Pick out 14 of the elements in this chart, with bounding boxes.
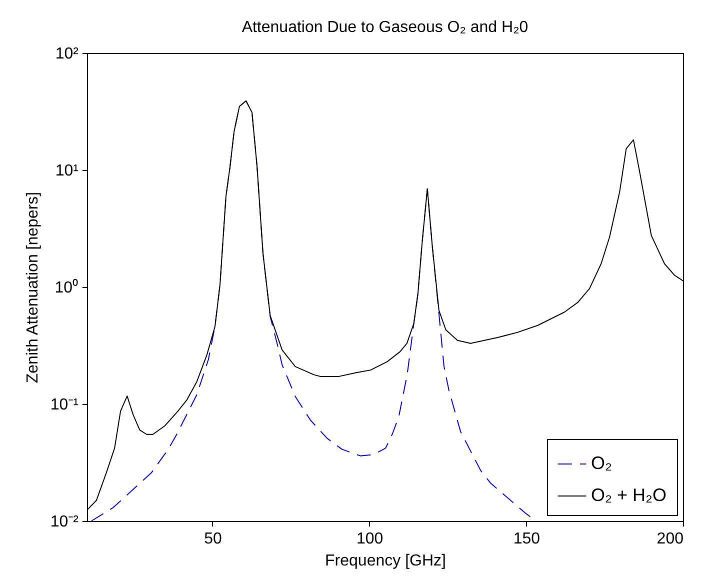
x-tick-label: 200	[656, 530, 684, 548]
legend-label: O₂ + H₂O	[591, 485, 666, 505]
y-axis-title: Zenith Attenuation [nepers]	[24, 192, 42, 384]
y-tick-label: 10⁰	[54, 278, 78, 296]
legend-label: O₂	[591, 453, 612, 473]
chart-title: Attenuation Due to Gaseous O₂ and H₂0	[242, 19, 528, 36]
y-tick-label: 10⁻²	[50, 514, 80, 530]
y-tick-label: 10⁻¹	[50, 396, 78, 414]
x-tick-label: 50	[204, 530, 222, 548]
x-tick-label: 100	[356, 530, 384, 548]
y-tick-label: 10²	[55, 46, 80, 62]
x-tick-label: 150	[513, 530, 540, 548]
y-tick-label: 10¹	[55, 162, 78, 180]
x-axis-title: Frequency [GHz]	[325, 552, 446, 570]
